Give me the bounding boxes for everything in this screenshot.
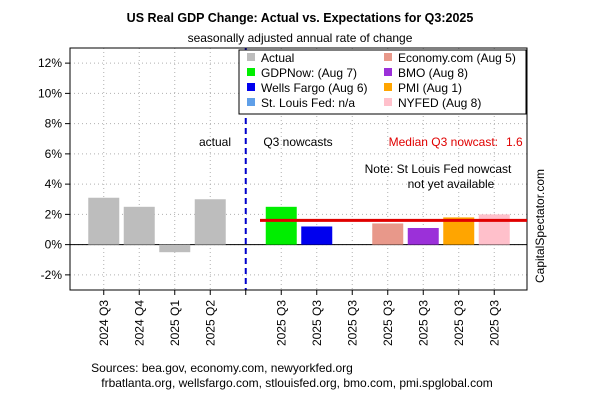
legend-swatch	[247, 53, 255, 61]
actual-annotation: actual	[199, 135, 231, 149]
x-tick-label: 2025 Q3	[381, 300, 395, 346]
y-tick-label: 6%	[45, 147, 63, 161]
y-tick-label: 12%	[38, 56, 62, 70]
legend-label: Wells Fargo (Aug 6)	[261, 81, 367, 95]
y-tick-label: 10%	[38, 86, 62, 100]
x-tick-label: 2025 Q3	[310, 300, 324, 346]
bar	[88, 197, 120, 245]
legend-swatch	[384, 53, 392, 61]
median-label: Median Q3 nowcast:	[389, 135, 498, 149]
legend-swatch	[247, 83, 255, 91]
legend-swatch	[247, 98, 255, 106]
nowcasts-annotation: Q3 nowcasts	[263, 135, 332, 149]
sources-line-1: Sources: bea.gov, economy.com, newyorkfe…	[91, 361, 353, 375]
x-tick-label: 2025 Q3	[345, 300, 359, 346]
median-value: 1.6	[506, 135, 523, 149]
bar	[443, 217, 475, 245]
legend-box	[238, 49, 527, 115]
x-tick-label-layer: 2024 Q3 2024 Q4 2025 Q1 2025 Q2 2025 Q3 2025 …	[97, 300, 502, 346]
x-tick-label: 2025 Q1	[168, 300, 182, 346]
legend-label: BMO (Aug 8)	[398, 66, 468, 80]
bar	[372, 223, 404, 245]
y-tick-label: 8%	[45, 117, 63, 131]
watermark: CapitalSpectator.com	[533, 169, 547, 283]
legend-label: St. Louis Fed: n/a	[261, 96, 355, 110]
legend-swatch	[247, 68, 255, 76]
sources-line-2: frbatlanta.org, wellsfargo.com, stlouisf…	[101, 376, 493, 390]
legend-swatch	[384, 68, 392, 76]
bar	[407, 227, 439, 245]
bar	[478, 214, 510, 245]
chart-title: US Real GDP Change: Actual vs. Expectati…	[127, 11, 474, 25]
legend-label: GDPNow: (Aug 7)	[261, 66, 357, 80]
plot-border	[69, 47, 528, 291]
x-tick-label: 2024 Q4	[132, 300, 146, 346]
x-tick-label: 2024 Q3	[97, 300, 111, 346]
bar	[159, 244, 191, 253]
legend-label: Economy.com (Aug 5)	[398, 51, 516, 65]
y-tick-label: 0%	[45, 238, 63, 252]
x-tick-label: 2025 Q3	[487, 300, 501, 346]
legend-swatch	[384, 83, 392, 91]
y-tick-label: 2%	[45, 207, 63, 221]
legend-label: PMI (Aug 1)	[398, 81, 462, 95]
legend-swatch	[384, 98, 392, 106]
note-line-2: not yet available	[408, 177, 495, 191]
x-tick-label: 2025 Q3	[274, 300, 288, 346]
x-tick-label: 2025 Q3	[416, 300, 430, 346]
chart-subtitle: seasonally adjusted annual rate of chang…	[188, 31, 413, 45]
y-tick-label: 4%	[45, 177, 63, 191]
legend-label: Actual	[261, 51, 294, 65]
bar-layer	[88, 197, 527, 253]
legend-label: NYFED (Aug 8)	[398, 96, 481, 110]
bar	[194, 199, 226, 245]
x-tick-label: 2025 Q2	[203, 300, 217, 346]
bar	[265, 206, 297, 245]
note-line-1: Note: St Louis Fed nowcast	[365, 162, 512, 176]
x-tick-label: 2025 Q3	[452, 300, 466, 346]
y-tick-label: -2%	[41, 268, 63, 282]
bar	[123, 206, 155, 245]
bar	[301, 226, 333, 245]
